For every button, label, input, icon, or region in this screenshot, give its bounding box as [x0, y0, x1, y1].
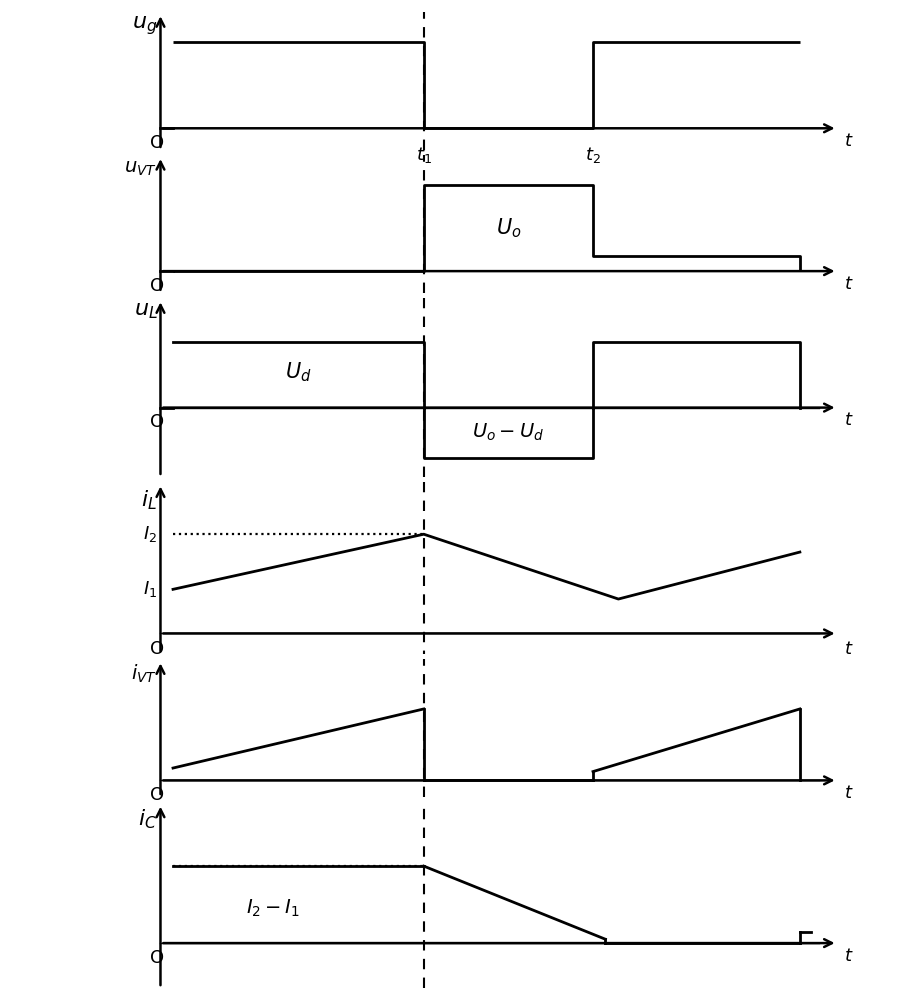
Text: $t$: $t$ — [844, 275, 854, 293]
Text: $t$: $t$ — [844, 640, 854, 658]
Text: $I_1$: $I_1$ — [143, 579, 157, 599]
Text: O: O — [150, 640, 165, 658]
Text: O: O — [150, 277, 165, 295]
Text: O: O — [150, 949, 165, 967]
Text: $t_1$: $t_1$ — [416, 145, 431, 165]
Text: $t$: $t$ — [844, 784, 854, 802]
Text: $u_L$: $u_L$ — [133, 301, 157, 321]
Text: $U_o - U_d$: $U_o - U_d$ — [473, 422, 545, 443]
Text: $I_2 - I_1$: $I_2 - I_1$ — [246, 898, 301, 919]
Text: $u_{VT}$: $u_{VT}$ — [124, 159, 157, 178]
Text: $i_L$: $i_L$ — [142, 488, 157, 512]
Text: $t$: $t$ — [844, 411, 854, 429]
Text: $t_2$: $t_2$ — [585, 145, 600, 165]
Text: $t$: $t$ — [844, 947, 854, 965]
Text: $I_2$: $I_2$ — [143, 524, 157, 544]
Text: O: O — [150, 786, 165, 804]
Text: $U_o$: $U_o$ — [495, 216, 521, 240]
Text: O: O — [150, 413, 165, 431]
Text: $u_g$: $u_g$ — [132, 15, 157, 37]
Text: O: O — [150, 134, 165, 152]
Text: $i_{VT}$: $i_{VT}$ — [132, 663, 157, 685]
Text: $t$: $t$ — [844, 132, 854, 150]
Text: $i_C$: $i_C$ — [138, 807, 157, 831]
Text: $U_d$: $U_d$ — [285, 360, 312, 384]
